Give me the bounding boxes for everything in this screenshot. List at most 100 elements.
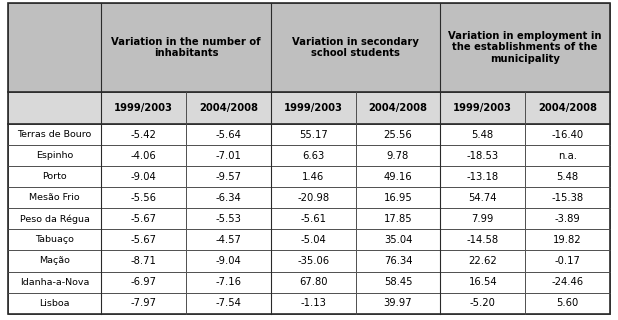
Bar [525,208,610,229]
Bar [525,229,610,251]
Text: Mesão Frio: Mesão Frio [30,193,80,202]
Text: -20.98: -20.98 [297,193,329,203]
Text: -35.06: -35.06 [297,256,329,266]
Bar [186,251,271,271]
Text: -4.06: -4.06 [131,151,156,161]
Bar [101,208,186,229]
Bar [355,251,441,271]
Text: -4.57: -4.57 [216,235,242,245]
Text: -5.53: -5.53 [216,214,242,224]
Bar [441,3,610,92]
Bar [8,166,101,187]
Text: -14.58: -14.58 [467,235,499,245]
Text: -5.67: -5.67 [131,235,157,245]
Bar [441,251,525,271]
Text: -5.04: -5.04 [300,235,326,245]
Text: Espinho: Espinho [36,151,74,160]
Text: -3.89: -3.89 [554,214,580,224]
Bar [441,145,525,166]
Text: 17.85: 17.85 [384,214,412,224]
Text: 2004/2008: 2004/2008 [199,103,258,113]
Text: -5.42: -5.42 [131,130,156,140]
Bar [525,92,610,124]
Bar [186,145,271,166]
Bar [441,187,525,208]
Text: 5.48: 5.48 [472,130,494,140]
Text: 39.97: 39.97 [384,298,412,308]
Bar [441,124,525,145]
Text: -7.97: -7.97 [131,298,157,308]
Bar [186,187,271,208]
Text: Mação: Mação [40,257,70,266]
Text: 54.74: 54.74 [468,193,497,203]
Bar [8,145,101,166]
Bar [441,166,525,187]
Bar [271,208,355,229]
Bar [8,187,101,208]
Bar [355,292,441,314]
Bar [355,271,441,292]
Bar [8,251,101,271]
Bar [8,3,101,92]
Bar [271,145,355,166]
Bar [271,251,355,271]
Bar [101,271,186,292]
Bar [441,208,525,229]
Bar [8,292,101,314]
Text: -1.13: -1.13 [300,298,326,308]
Bar [271,3,441,92]
Text: Variation in secondary
school students: Variation in secondary school students [292,36,419,58]
Text: 1999/2003: 1999/2003 [284,103,342,113]
Bar [186,92,271,124]
Text: -5.20: -5.20 [470,298,496,308]
Text: -7.54: -7.54 [216,298,242,308]
Bar [441,92,525,124]
Bar [101,251,186,271]
Bar [355,229,441,251]
Bar [186,271,271,292]
Text: -7.01: -7.01 [216,151,242,161]
Bar [525,166,610,187]
Text: -18.53: -18.53 [467,151,499,161]
Bar [186,208,271,229]
Text: Peso da Régua: Peso da Régua [20,214,90,224]
Bar [101,124,186,145]
Text: 16.54: 16.54 [468,277,497,287]
Text: -5.64: -5.64 [216,130,242,140]
Bar [355,187,441,208]
Text: -5.61: -5.61 [300,214,326,224]
Bar [271,166,355,187]
Text: 76.34: 76.34 [384,256,412,266]
Text: -7.16: -7.16 [216,277,242,287]
Text: Idanha-a-Nova: Idanha-a-Nova [20,277,90,286]
Text: 1.46: 1.46 [302,172,324,182]
Text: 2004/2008: 2004/2008 [538,103,597,113]
Bar [271,92,355,124]
Bar [355,124,441,145]
Text: Variation in employment in
the establishments of the
municipality: Variation in employment in the establish… [448,31,602,64]
Bar [101,3,271,92]
Bar [186,166,271,187]
Text: Lisboa: Lisboa [40,299,70,308]
Bar [441,271,525,292]
Bar [101,292,186,314]
Bar [525,251,610,271]
Bar [355,92,441,124]
Text: Terras de Bouro: Terras de Bouro [17,130,92,139]
Text: -16.40: -16.40 [551,130,583,140]
Text: -6.97: -6.97 [131,277,157,287]
Text: Porto: Porto [43,172,67,181]
Bar [525,145,610,166]
Bar [101,187,186,208]
Bar [8,229,101,251]
Text: 25.56: 25.56 [384,130,412,140]
Bar [271,292,355,314]
Text: 19.82: 19.82 [553,235,582,245]
Text: -5.56: -5.56 [131,193,157,203]
Bar [186,292,271,314]
Text: -24.46: -24.46 [551,277,583,287]
Text: -13.18: -13.18 [467,172,499,182]
Bar [525,292,610,314]
Bar [355,166,441,187]
Bar [186,229,271,251]
